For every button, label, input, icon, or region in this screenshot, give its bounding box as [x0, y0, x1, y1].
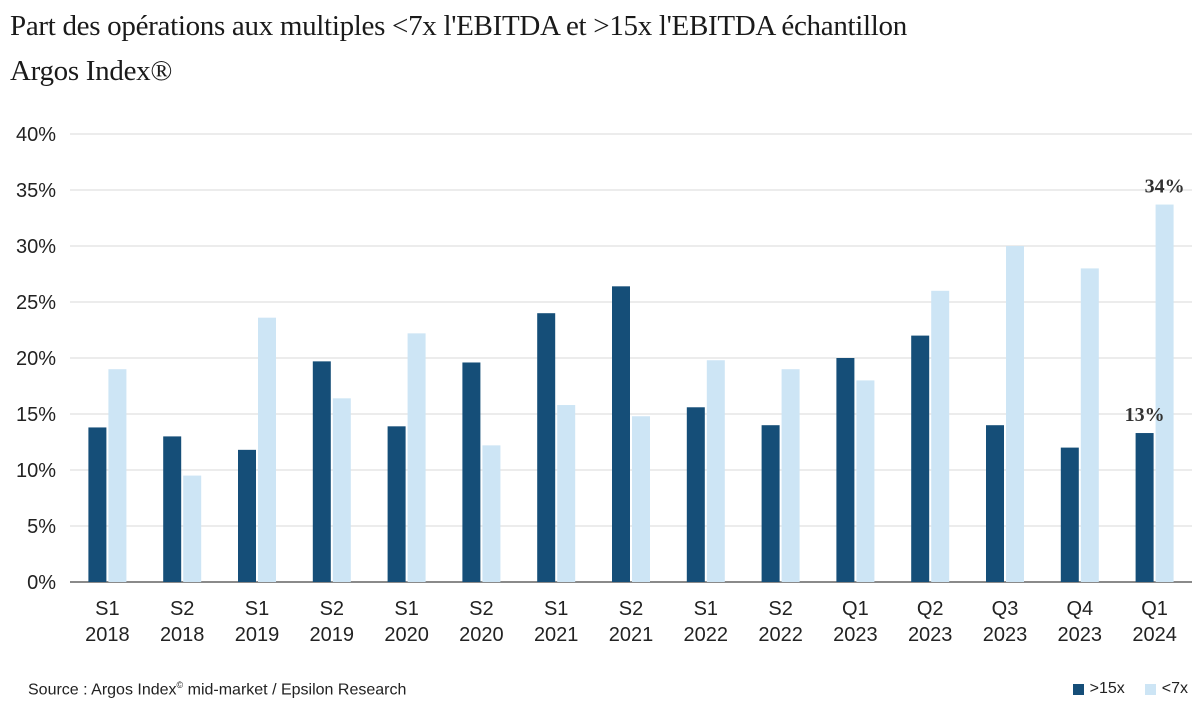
source-suffix: mid-market / Epsilon Research [183, 681, 407, 699]
bar-over-15x [163, 436, 182, 582]
x-tick-label: S1 [245, 598, 269, 620]
x-tick-label: S1 [544, 598, 568, 620]
bar-over-15x [761, 425, 780, 582]
bar-over-15x [686, 407, 705, 582]
bar-under-7x [1080, 268, 1099, 582]
data-label: 34% [1145, 176, 1185, 198]
y-tick-label: 5% [27, 516, 56, 538]
y-tick-label: 0% [27, 572, 56, 594]
x-tick-label: 2022 [758, 624, 803, 646]
x-tick-label: 2018 [85, 624, 130, 646]
x-tick-label: S2 [320, 598, 344, 620]
source-prefix: Source : Argos Index [28, 681, 177, 699]
x-tick-label: S2 [469, 598, 493, 620]
y-tick-label: 15% [16, 404, 56, 426]
y-tick-label: 30% [16, 236, 56, 258]
x-tick-label: 2019 [235, 624, 280, 646]
y-tick-label: 35% [16, 180, 56, 202]
source-note: Source : Argos Index© mid-market / Epsil… [28, 680, 406, 699]
bar-under-7x [108, 369, 127, 582]
x-tick-label: S1 [95, 598, 119, 620]
bar-under-7x [407, 333, 426, 582]
legend-item-under-7x: <7x [1144, 680, 1188, 698]
bar-over-15x [387, 426, 406, 582]
bar-over-15x [911, 335, 930, 582]
bar-over-15x [1060, 447, 1079, 582]
bar-under-7x [183, 475, 202, 582]
x-tick-label: S1 [394, 598, 418, 620]
bar-chart: 0% 5% 10% 15% 20% 25% 30% 35% 40% S1 2018 S2 2018 S1 2… [16, 124, 1192, 646]
chart-title: Part des opérations aux multiples <7x l'… [10, 4, 1190, 94]
legend-item-over-15x: >15x [1072, 680, 1125, 698]
bar-over-15x [986, 425, 1004, 582]
data-label: 13% [1125, 404, 1165, 426]
bar-under-7x [856, 380, 875, 582]
legend-swatch-light [1144, 683, 1156, 695]
x-tick-label: 2020 [459, 624, 504, 646]
x-tick-label: 2019 [310, 624, 355, 646]
x-tick-label: 2023 [1058, 624, 1103, 646]
legend: >15x <7x [1072, 680, 1188, 698]
bar-over-15x [1135, 433, 1154, 582]
chart-title-line-1: Part des opérations aux multiples <7x l'… [10, 10, 907, 42]
chart-title-line-2: Argos Index® [10, 55, 173, 87]
y-tick-label: 40% [16, 124, 56, 146]
x-tick-label: S2 [619, 598, 643, 620]
x-tick-label: S2 [768, 598, 792, 620]
bar-under-7x [1006, 246, 1024, 582]
x-tick-label: 2024 [1132, 624, 1177, 646]
legend-label-over-15x: >15x [1089, 680, 1125, 697]
x-tick-label: 2020 [384, 624, 429, 646]
bar-over-15x [238, 449, 256, 582]
x-tick-label: Q2 [917, 598, 944, 620]
bar-under-7x [557, 405, 576, 582]
y-tick-label: 20% [16, 348, 56, 370]
x-tick-label: 2023 [983, 624, 1028, 646]
bar-under-7x [258, 317, 276, 582]
bar-under-7x [632, 416, 650, 582]
x-tick-label: Q1 [842, 598, 869, 620]
bar-over-15x [312, 361, 331, 582]
x-tick-label: Q4 [1066, 598, 1093, 620]
x-tick-label: 2023 [908, 624, 953, 646]
bar-over-15x [88, 427, 107, 582]
x-tick-label: 2018 [160, 624, 205, 646]
x-tick-label: S1 [694, 598, 718, 620]
legend-label-under-7x: <7x [1161, 680, 1188, 697]
y-tick-label: 10% [16, 460, 56, 482]
bar-under-7x [482, 445, 501, 582]
bar-under-7x [781, 369, 800, 582]
x-tick-label: 2023 [833, 624, 878, 646]
x-tick-label: S2 [170, 598, 194, 620]
x-tick-label: Q1 [1141, 598, 1168, 620]
bar-under-7x [931, 290, 950, 582]
bar-under-7x [706, 360, 725, 582]
x-tick-label: 2022 [684, 624, 729, 646]
bar-under-7x [332, 398, 351, 582]
bar-over-15x [537, 313, 556, 582]
legend-swatch-dark [1072, 683, 1084, 695]
x-tick-label: 2021 [534, 624, 579, 646]
x-tick-label: 2021 [609, 624, 654, 646]
y-tick-label: 25% [16, 292, 56, 314]
bar-under-7x [1155, 204, 1174, 582]
copyright-mark: © [176, 680, 184, 690]
bar-over-15x [612, 286, 630, 582]
x-tick-label: Q3 [992, 598, 1019, 620]
bar-over-15x [462, 362, 481, 582]
bar-over-15x [836, 358, 855, 582]
